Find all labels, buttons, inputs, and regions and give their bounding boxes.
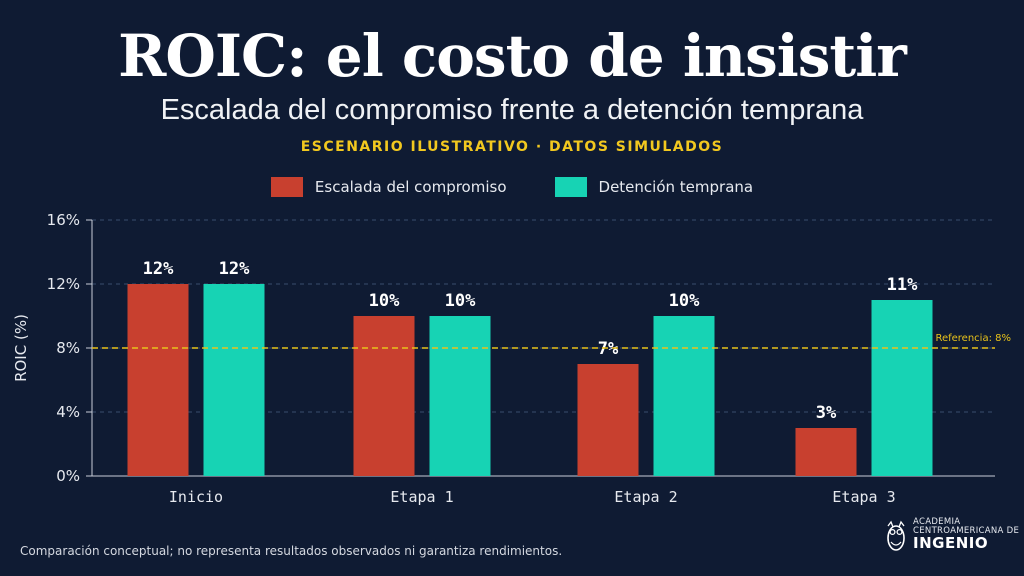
- legend-item-detencion: Detención temprana: [554, 177, 754, 197]
- x-tick-label: Etapa 3: [832, 488, 895, 506]
- legend-item-escalada: Escalada del compromiso: [270, 177, 507, 197]
- scenario-tagline: ESCENARIO ILUSTRATIVO · DATOS SIMULADOS: [300, 139, 724, 155]
- legend-label-detencion: Detención temprana: [598, 178, 754, 196]
- reference-label: Referencia: 8%: [935, 333, 1011, 344]
- data-label: 10%: [445, 291, 476, 311]
- bar-detencion: [653, 316, 715, 476]
- bar-escalada: [577, 364, 639, 476]
- legend-swatch-escalada: [270, 177, 303, 197]
- y-tick-label: 4%: [56, 403, 80, 421]
- y-tick-label: 8%: [56, 339, 80, 357]
- legend: Escalada del compromiso Detención tempra…: [0, 177, 1024, 197]
- y-tick-label: 0%: [56, 467, 80, 485]
- chart-subtitle: Escalada del compromiso frente a detenci…: [160, 94, 864, 126]
- logo: ACADEMIA CENTROAMERICANA DE INGENIO: [885, 518, 1019, 552]
- chart-title: ROIC: el costo de insistir: [118, 22, 907, 90]
- y-tick-label: 16%: [47, 211, 80, 229]
- x-tick-label: Etapa 2: [614, 488, 677, 506]
- data-label: 3%: [816, 403, 837, 423]
- legend-label-escalada: Escalada del compromiso: [314, 178, 507, 196]
- owl-icon: [887, 520, 905, 551]
- data-label: 7%: [598, 339, 619, 359]
- bar-detencion: [871, 300, 933, 476]
- bar-detencion: [203, 284, 265, 476]
- footnote: Comparación conceptual; no representa re…: [20, 544, 563, 558]
- legend-swatch-detencion: [554, 177, 587, 197]
- y-axis-label: ROIC (%): [12, 314, 30, 382]
- logo-line-academia: ACADEMIA: [913, 517, 961, 528]
- bar-escalada: [795, 428, 857, 476]
- data-label: 10%: [369, 291, 400, 311]
- x-tick-label: Inicio: [169, 488, 223, 506]
- logo-line-ingenio: INGENIO: [913, 534, 989, 553]
- y-tick-label: 12%: [47, 275, 80, 293]
- data-label: 11%: [887, 275, 918, 295]
- logo-line-centroamericana: CENTROAMERICANA DE: [913, 526, 1020, 537]
- bar-escalada: [127, 284, 189, 476]
- bar-escalada: [353, 316, 415, 476]
- data-label: 12%: [143, 259, 174, 279]
- x-tick-label: Etapa 1: [390, 488, 453, 506]
- bar-detencion: [429, 316, 491, 476]
- data-label: 12%: [219, 259, 250, 279]
- data-label: 10%: [669, 291, 700, 311]
